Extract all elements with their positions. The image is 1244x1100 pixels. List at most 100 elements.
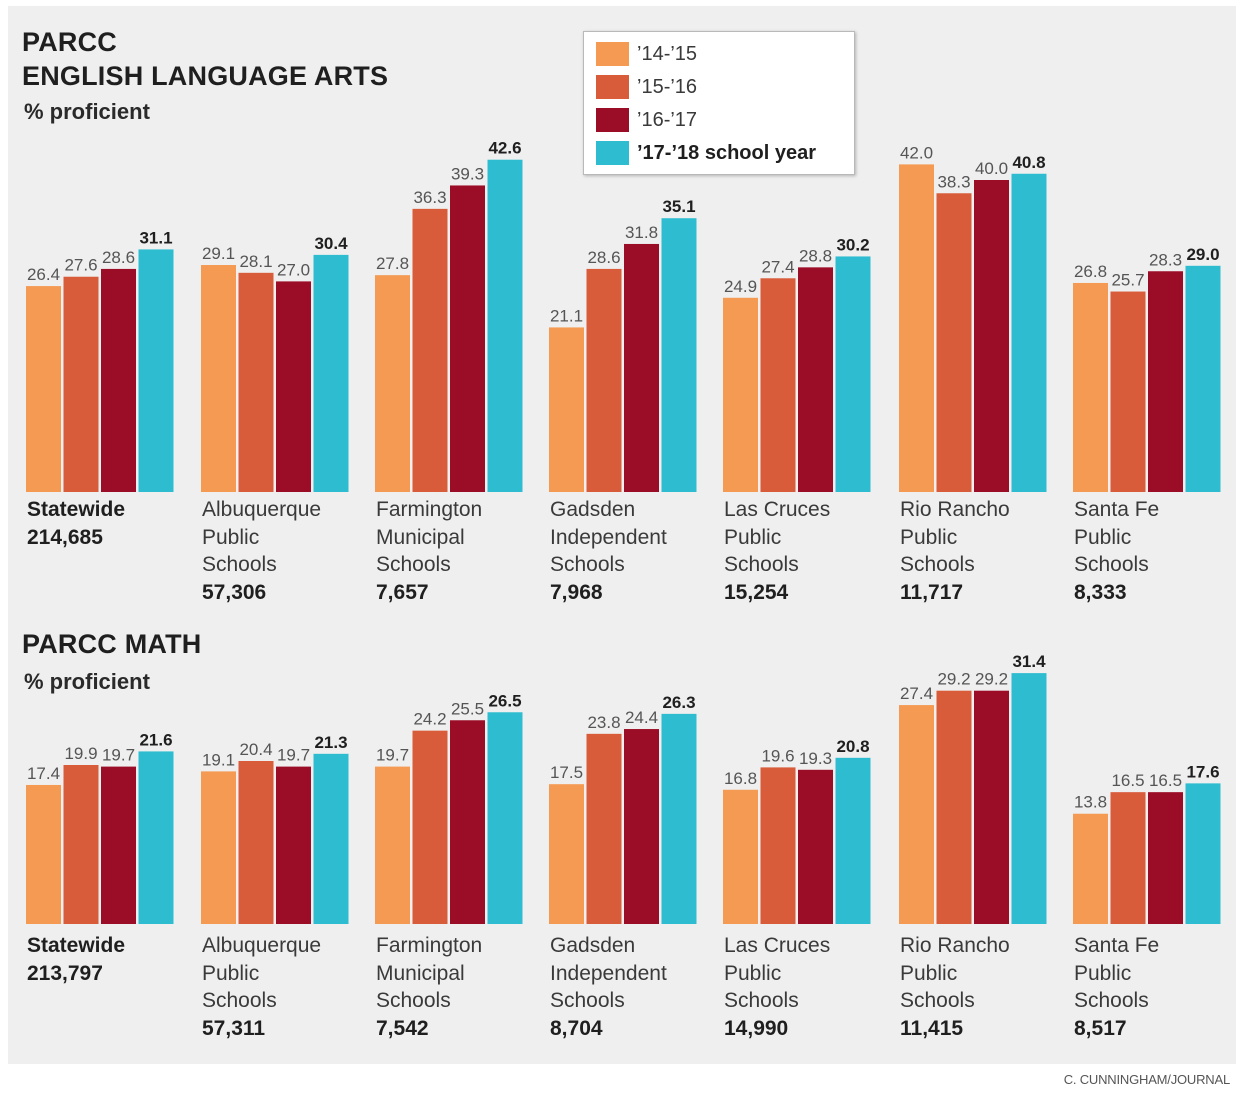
math-value-label: 31.4: [1012, 652, 1046, 671]
math-category-label: Las Cruces Public Schools 14,990: [724, 932, 894, 1042]
legend: ’14-’15 ’15-’16 ’16-’17 ’17-’18 school y…: [583, 31, 855, 175]
ela-bar: [138, 249, 174, 492]
math-value-label: 29.2: [975, 670, 1008, 689]
student-count: 8,704: [550, 1016, 603, 1040]
category-name-line: Schools: [900, 553, 975, 576]
math-bar: [1185, 783, 1221, 924]
legend-swatch: [596, 75, 629, 99]
ela-value-label: 28.3: [1149, 250, 1182, 269]
math-bar: [101, 766, 136, 924]
ela-value-label: 40.8: [1012, 153, 1045, 172]
ela-value-label: 39.3: [451, 164, 484, 183]
category-name-line: Schools: [202, 553, 277, 576]
ela-bar: [1011, 173, 1047, 492]
math-value-label: 19.7: [277, 746, 310, 765]
ela-bar: [1148, 271, 1183, 492]
category-name-line: Public: [202, 525, 260, 549]
legend-label: ’17-’18 school year: [637, 141, 816, 164]
math-value-label: 16.8: [724, 769, 757, 788]
math-bar: [760, 767, 796, 924]
math-bar: [723, 789, 758, 924]
student-count: 7,542: [376, 1016, 429, 1040]
legend-label: ’15-’16: [637, 75, 698, 98]
math-bar: [974, 690, 1009, 924]
category-name-line: Independent: [550, 961, 667, 985]
category-name-line: Santa Fe: [1074, 934, 1160, 957]
math-value-label: 29.2: [937, 670, 970, 689]
legend-item: ’14-’15: [596, 42, 697, 66]
ela-bar: [760, 278, 796, 492]
ela-bar: [412, 208, 448, 493]
math-value-label: 21.6: [139, 730, 172, 749]
category-name-line: Schools: [1074, 553, 1149, 576]
ela-value-label: 28.6: [102, 248, 135, 267]
category-name-line: Santa Fe: [1074, 498, 1160, 521]
ela-category-label: Las Cruces Public Schools 15,254: [724, 496, 894, 606]
math-category-label: Rio Rancho Public Schools 11,415: [900, 932, 1070, 1042]
ela-value-label: 28.8: [799, 246, 832, 265]
legend-item: ’15-’16: [596, 75, 697, 99]
ela-title-line1: PARCC: [22, 27, 117, 57]
math-value-label: 20.8: [836, 737, 869, 756]
math-subtitle: % proficient: [24, 669, 150, 694]
legend-item: ’16-’17: [596, 108, 697, 132]
category-name-line: Gadsden: [550, 498, 636, 521]
math-bar: [238, 761, 274, 924]
ela-value-label: 27.6: [64, 256, 97, 275]
legend-swatch: [596, 42, 629, 66]
ela-title-line2: ENGLISH LANGUAGE ARTS: [22, 61, 389, 91]
ela-bar: [375, 275, 410, 492]
ela-bar: [798, 267, 833, 492]
math-value-label: 13.8: [1074, 793, 1107, 812]
math-bar: [798, 769, 833, 924]
student-count: 7,968: [550, 580, 603, 604]
ela-bar: [835, 256, 871, 492]
category-name-line: Las Cruces: [724, 934, 831, 957]
math-value-label: 24.4: [625, 708, 658, 727]
ela-value-label: 28.1: [239, 252, 272, 271]
ela-value-label: 35.1: [662, 197, 695, 216]
ela-category-label: Farmington Municipal Schools 7,657: [376, 496, 546, 606]
ela-value-label: 28.6: [587, 248, 620, 267]
math-bar: [1110, 792, 1146, 924]
math-value-label: 19.3: [799, 749, 832, 768]
math-category-label: Santa Fe Public Schools 8,517: [1074, 932, 1244, 1042]
math-bar: [936, 690, 972, 924]
credit-line: C. CUNNINGHAM/JOURNAL: [1063, 1072, 1230, 1087]
math-bar: [835, 757, 871, 924]
category-name-line: Independent: [550, 525, 667, 549]
math-value-label: 25.5: [451, 699, 484, 718]
category-name-line: Farmington: [376, 498, 483, 521]
ela-bar: [1110, 291, 1146, 492]
ela-value-label: 36.3: [413, 188, 446, 207]
student-count: 213,797: [27, 961, 103, 985]
legend-swatch: [596, 141, 629, 165]
math-bar: [313, 753, 349, 924]
category-name-line: Schools: [724, 553, 799, 576]
math-value-label: 24.2: [413, 710, 446, 729]
category-name-line: Albuquerque: [202, 498, 322, 521]
math-bar: [138, 751, 174, 924]
math-value-label: 23.8: [587, 713, 620, 732]
ela-value-label: 27.4: [761, 257, 794, 276]
math-bar: [201, 771, 236, 924]
category-name-line: Rio Rancho: [900, 934, 1010, 957]
ela-value-label: 42.6: [488, 139, 521, 158]
category-name-line: Statewide: [27, 498, 126, 521]
ela-bar: [101, 268, 136, 492]
math-bar: [487, 712, 523, 924]
category-name-line: Public: [202, 961, 260, 985]
math-value-label: 17.5: [550, 763, 583, 782]
category-name-line: Statewide: [27, 934, 126, 957]
math-value-label: 26.3: [662, 693, 695, 712]
category-name-line: Public: [1074, 961, 1132, 985]
ela-bar: [723, 297, 758, 492]
category-name-line: Public: [900, 525, 958, 549]
ela-bar: [899, 164, 934, 492]
math-bar: [412, 730, 448, 924]
math-value-label: 16.5: [1111, 771, 1144, 790]
math-category-label: Farmington Municipal Schools 7,542: [376, 932, 546, 1042]
legend-label: ’14-’15: [637, 42, 698, 65]
category-name-line: Schools: [724, 989, 799, 1012]
math-bar: [1148, 792, 1183, 924]
